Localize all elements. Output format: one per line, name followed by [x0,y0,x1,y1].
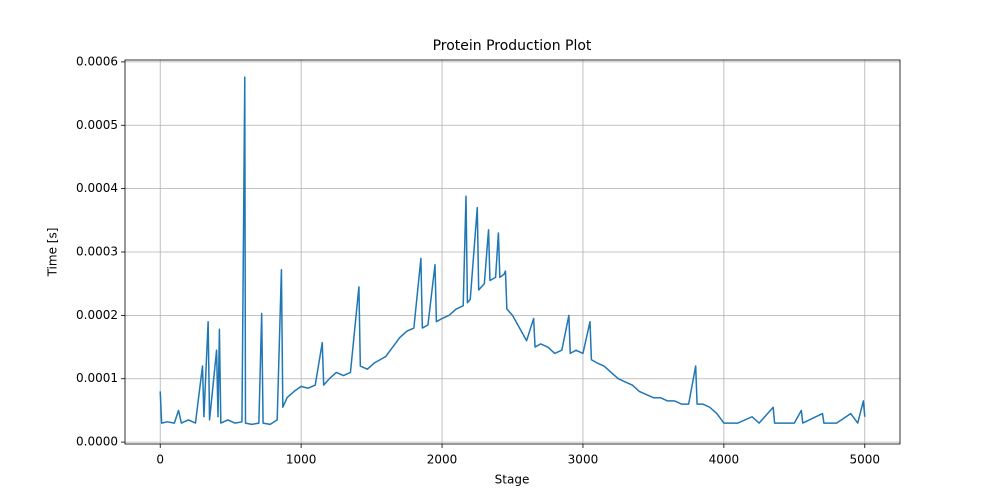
chart-title: Protein Production Plot [433,38,592,54]
y-axis-label: Time [s] [46,228,60,278]
y-tick-label: 0.0003 [76,245,118,259]
x-tick-label: 1000 [286,453,317,467]
y-tick-label: 0.0006 [76,54,118,68]
data-line [159,76,866,426]
x-tick-label: 4000 [709,453,740,467]
x-tick-label: 2000 [427,453,458,467]
plot-frame [124,59,901,445]
y-tick-label: 0.0002 [76,308,118,322]
y-tick-label: 0.0000 [76,435,118,449]
y-tick-label: 0.0005 [76,118,118,132]
x-tick-label: 5000 [849,453,880,467]
y-tick-label: 0.0004 [76,181,118,195]
y-tick-label: 0.0001 [76,371,118,385]
x-tick-label: 0 [156,453,164,467]
x-axis-label: Stage [495,473,530,487]
x-tick-label: 3000 [568,453,599,467]
